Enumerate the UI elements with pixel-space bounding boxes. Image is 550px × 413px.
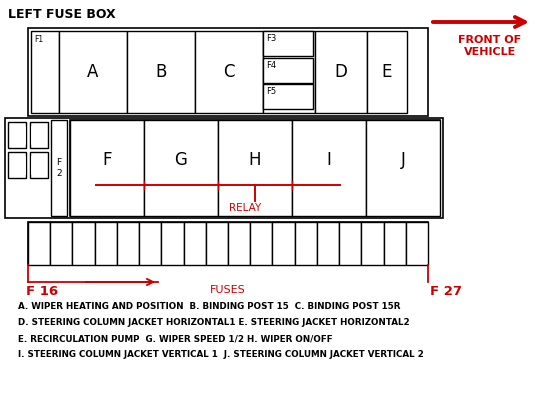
Bar	[28, 28, 428, 116]
Bar	[361, 222, 383, 265]
Bar	[12, 156, 25, 174]
Text: C: C	[223, 63, 235, 81]
Text: A. WIPER HEATING AND POSITION  B. BINDING POST 15  C. BINDING POST 15R: A. WIPER HEATING AND POSITION B. BINDING…	[18, 302, 400, 311]
Bar	[184, 222, 206, 265]
Bar	[367, 31, 407, 113]
Bar	[144, 120, 218, 216]
Bar	[5, 118, 443, 218]
Text: J: J	[400, 151, 405, 169]
Bar	[28, 222, 50, 265]
Text: LEFT FUSE BOX: LEFT FUSE BOX	[8, 8, 116, 21]
Bar	[31, 156, 44, 174]
Bar	[95, 222, 117, 265]
Bar	[206, 222, 228, 265]
Text: E. RECIRCULATION PUMP  G. WIPER SPEED 1/2 H. WIPER ON/OFF: E. RECIRCULATION PUMP G. WIPER SPEED 1/2…	[18, 334, 333, 343]
Bar	[70, 120, 144, 216]
Bar	[28, 222, 428, 265]
Text: F4: F4	[266, 60, 276, 69]
Bar	[263, 57, 313, 83]
Bar	[127, 31, 195, 113]
Text: I. STEERING COLUMN JACKET VERTICAL 1  J. STEERING COLUMN JACKET VERTICAL 2: I. STEERING COLUMN JACKET VERTICAL 1 J. …	[18, 350, 423, 359]
Text: F1: F1	[34, 35, 43, 44]
Text: RELAY: RELAY	[229, 203, 261, 213]
Text: F 27: F 27	[430, 285, 462, 298]
Bar	[218, 120, 292, 216]
Text: F: F	[102, 151, 112, 169]
Bar	[406, 222, 428, 265]
Bar	[117, 222, 139, 265]
Bar	[70, 120, 440, 216]
Bar	[30, 152, 48, 178]
Bar	[263, 31, 313, 56]
Bar	[292, 120, 366, 216]
Bar	[195, 31, 263, 113]
Text: F3: F3	[266, 34, 276, 43]
Bar	[263, 84, 313, 109]
Bar	[50, 222, 73, 265]
Bar	[161, 222, 184, 265]
Bar	[315, 31, 367, 113]
Bar	[59, 31, 127, 113]
Text: B: B	[155, 63, 167, 81]
Bar	[317, 222, 339, 265]
Text: F5: F5	[266, 87, 276, 96]
Bar	[339, 222, 361, 265]
Text: FRONT OF
VEHICLE: FRONT OF VEHICLE	[459, 35, 521, 57]
Text: A: A	[87, 63, 98, 81]
Text: D: D	[334, 63, 348, 81]
Text: FUSES: FUSES	[210, 285, 246, 295]
Bar	[8, 152, 26, 178]
Bar	[250, 222, 272, 265]
Bar	[12, 126, 25, 144]
Text: F
2: F 2	[56, 158, 62, 178]
Text: F 16: F 16	[26, 285, 58, 298]
Bar	[263, 31, 315, 113]
Bar	[139, 222, 161, 265]
Bar	[30, 122, 48, 148]
Bar	[272, 222, 295, 265]
Text: I: I	[327, 151, 332, 169]
Bar	[366, 120, 440, 216]
Bar	[228, 222, 250, 265]
Bar	[8, 122, 26, 148]
Text: G: G	[174, 151, 188, 169]
Text: D. STEERING COLUMN JACKET HORIZONTAL1 E. STEERING JACKET HORIZONTAL2: D. STEERING COLUMN JACKET HORIZONTAL1 E.…	[18, 318, 410, 327]
Bar	[51, 120, 67, 216]
Bar	[73, 222, 95, 265]
Bar	[31, 126, 44, 144]
Text: H: H	[249, 151, 261, 169]
Bar	[383, 222, 406, 265]
Bar	[295, 222, 317, 265]
Bar	[31, 31, 59, 113]
Text: E: E	[382, 63, 392, 81]
